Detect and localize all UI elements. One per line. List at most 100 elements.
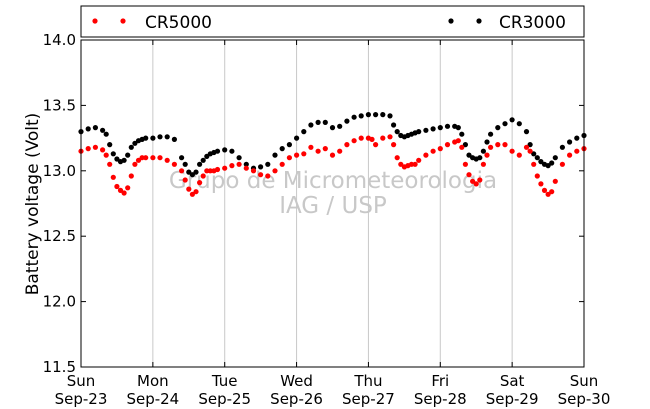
watermark-line-1: Grupo de Micrometeorologia xyxy=(169,168,497,194)
data-point-cr5000 xyxy=(197,180,203,186)
data-point-cr3000 xyxy=(365,112,371,118)
data-point-cr5000 xyxy=(523,144,530,150)
data-point-cr5000 xyxy=(373,142,379,148)
data-point-cr5000 xyxy=(380,135,386,141)
data-point-cr3000 xyxy=(545,163,551,169)
data-point-cr5000 xyxy=(466,172,472,178)
data-point-cr5000 xyxy=(135,157,142,163)
data-point-cr3000 xyxy=(477,155,483,161)
legend-marker-cr5000 xyxy=(120,18,126,24)
data-point-cr5000 xyxy=(387,134,393,140)
data-point-cr3000 xyxy=(236,155,242,161)
watermark-line-2: IAG / USP xyxy=(279,193,387,219)
data-point-cr3000 xyxy=(125,152,131,158)
data-point-cr3000 xyxy=(143,135,149,141)
data-point-cr3000 xyxy=(502,121,508,127)
data-point-cr3000 xyxy=(567,139,573,145)
data-point-cr5000 xyxy=(430,148,436,154)
x-tick-label-date: Sep-27 xyxy=(342,390,395,408)
data-point-cr5000 xyxy=(549,189,555,195)
y-tick-label: 14.0 xyxy=(43,31,76,49)
data-point-cr5000 xyxy=(125,185,131,191)
data-point-cr5000 xyxy=(412,161,418,167)
data-point-cr5000 xyxy=(214,166,221,173)
data-point-cr5000 xyxy=(250,168,257,174)
data-point-cr3000 xyxy=(394,129,400,135)
legend-marker-cr3000 xyxy=(476,18,482,24)
data-point-cr5000 xyxy=(552,178,558,184)
data-point-cr5000 xyxy=(398,161,404,167)
data-point-cr5000 xyxy=(437,146,443,152)
data-point-cr3000 xyxy=(495,125,501,131)
data-point-cr5000 xyxy=(538,181,544,187)
data-point-cr5000 xyxy=(121,190,127,196)
data-point-cr5000 xyxy=(132,161,138,167)
y-axis-label: Battery voltage (Volt) xyxy=(23,113,43,296)
legend-marker-cr3000 xyxy=(448,18,454,24)
legend-label-cr5000: CR5000 xyxy=(145,13,212,33)
data-point-cr3000 xyxy=(391,122,397,128)
data-point-cr3000 xyxy=(229,148,235,154)
data-point-cr5000 xyxy=(186,186,192,192)
data-point-cr5000 xyxy=(301,151,307,157)
y-tick-label: 13.0 xyxy=(43,162,76,180)
data-point-cr3000 xyxy=(531,151,537,157)
data-point-cr5000 xyxy=(207,168,213,174)
data-point-cr5000 xyxy=(92,144,98,150)
data-point-cr3000 xyxy=(279,146,285,152)
data-point-cr3000 xyxy=(182,161,188,167)
data-point-cr3000 xyxy=(150,135,156,141)
data-point-cr3000 xyxy=(444,123,451,129)
data-point-cr5000 xyxy=(315,148,321,154)
x-axis: SunSep-23MonSep-24TueSep-25WedSep-26ThuS… xyxy=(55,40,610,408)
data-point-cr5000 xyxy=(294,152,300,158)
data-point-cr3000 xyxy=(186,169,192,175)
data-point-cr3000 xyxy=(466,152,472,158)
data-point-cr5000 xyxy=(545,191,551,197)
data-point-cr3000 xyxy=(484,139,490,145)
data-point-cr3000 xyxy=(329,125,336,131)
data-point-cr5000 xyxy=(236,161,242,167)
data-point-cr5000 xyxy=(150,155,156,161)
data-point-cr3000 xyxy=(272,152,278,158)
data-point-cr3000 xyxy=(128,144,134,150)
x-tick-label-day: Tue xyxy=(211,372,238,390)
data-point-cr5000 xyxy=(484,152,490,158)
data-point-cr5000 xyxy=(139,155,145,161)
data-point-cr3000 xyxy=(462,142,468,148)
data-point-cr3000 xyxy=(164,134,170,140)
data-point-cr3000 xyxy=(286,142,292,148)
data-point-cr3000 xyxy=(574,135,580,141)
y-axis: 11.5 12.0 12.5 13.0 13.5 14.0 xyxy=(43,31,584,376)
data-point-cr5000 xyxy=(164,157,170,163)
x-tick-label-day: Thu xyxy=(353,372,382,390)
data-point-cr3000 xyxy=(132,140,138,146)
data-point-cr5000 xyxy=(502,142,508,148)
x-tick-label-date: Sep-25 xyxy=(198,390,251,408)
data-point-cr3000 xyxy=(222,147,228,153)
data-point-cr3000 xyxy=(214,148,221,154)
data-point-cr5000 xyxy=(100,147,106,153)
data-point-cr5000 xyxy=(117,187,124,193)
data-point-cr3000 xyxy=(351,114,357,120)
data-point-cr3000 xyxy=(488,131,494,137)
x-tick-label-date: Sep-26 xyxy=(270,390,323,408)
series-cr5000 xyxy=(78,134,587,197)
data-point-cr5000 xyxy=(473,181,479,187)
data-point-cr3000 xyxy=(437,125,443,131)
data-point-cr5000 xyxy=(114,183,120,190)
data-point-cr5000 xyxy=(107,161,113,167)
y-tick-label: 12.5 xyxy=(43,227,76,245)
data-point-cr3000 xyxy=(523,129,530,135)
data-point-cr5000 xyxy=(143,155,149,161)
x-tick-label-day: Mon xyxy=(137,372,169,390)
data-point-cr3000 xyxy=(265,161,271,167)
data-point-cr3000 xyxy=(455,125,461,131)
y-tick-label: 11.5 xyxy=(43,358,76,376)
data-point-cr5000 xyxy=(222,165,228,171)
x-tick-label-date: Sep-29 xyxy=(486,390,539,408)
data-point-cr5000 xyxy=(534,173,540,179)
data-point-cr3000 xyxy=(294,135,300,141)
data-point-cr5000 xyxy=(509,148,515,154)
